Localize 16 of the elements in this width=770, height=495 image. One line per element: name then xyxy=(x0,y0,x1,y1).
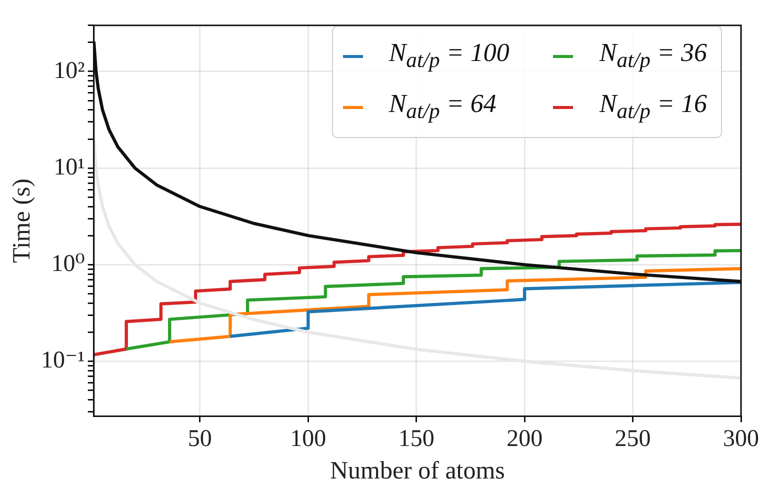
legend-label: N$_{at/p}$ = 64 xyxy=(388,88,496,126)
y-tick-label: 10¹ xyxy=(54,154,85,180)
legend-label: N$_{at/p}$ = 100 xyxy=(388,37,510,74)
x-axis-title: Number of atoms xyxy=(330,458,505,485)
x-tick-label: 150 xyxy=(398,426,434,452)
x-tick-label: 300 xyxy=(723,426,759,452)
y-tick-label: 10⁰ xyxy=(51,250,85,277)
legend-label: N$_{at/p}$ = 16 xyxy=(599,88,707,126)
y-tick-label: 10² xyxy=(54,58,85,84)
x-tick-label: 50 xyxy=(188,426,212,452)
x-tick-label: 100 xyxy=(290,426,326,452)
x-tick-label: 200 xyxy=(506,426,543,452)
y-tick-label: 10⁻¹ xyxy=(40,348,85,374)
legend-label: N$_{at/p}$ = 36 xyxy=(599,37,707,74)
x-tick-label: 250 xyxy=(614,426,651,452)
y-axis-title: Time (s) xyxy=(8,178,36,264)
